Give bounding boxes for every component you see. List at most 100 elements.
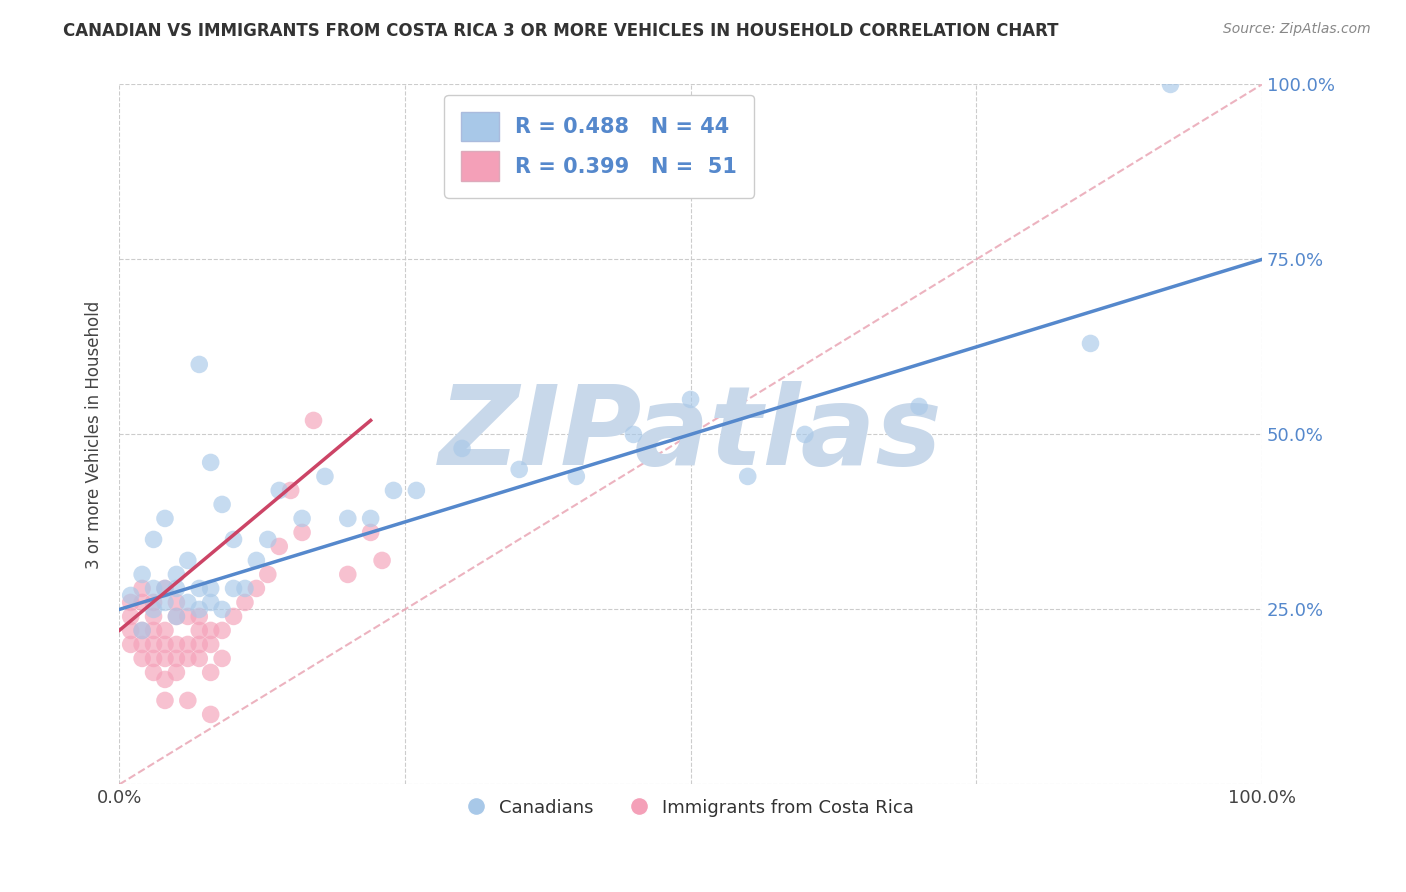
Point [177, 693, 200, 707]
Point [336, 511, 359, 525]
Text: Source: ZipAtlas.com: Source: ZipAtlas.com [1223, 22, 1371, 37]
Point [165, 595, 187, 609]
Y-axis label: 3 or more Vehicles in Household: 3 or more Vehicles in Household [86, 301, 103, 568]
Point [222, 533, 245, 547]
Point [371, 553, 394, 567]
Point [1159, 78, 1181, 92]
Point [142, 533, 165, 547]
Point [188, 358, 211, 372]
Point [200, 582, 222, 596]
Point [153, 673, 176, 687]
Point [336, 567, 359, 582]
Point [177, 609, 200, 624]
Point [188, 582, 211, 596]
Point [131, 651, 153, 665]
Point [131, 567, 153, 582]
Point [142, 582, 165, 596]
Point [142, 602, 165, 616]
Point [222, 582, 245, 596]
Point [451, 442, 474, 456]
Point [131, 595, 153, 609]
Point [233, 595, 256, 609]
Point [188, 609, 211, 624]
Point [153, 624, 176, 638]
Point [302, 413, 325, 427]
Point [165, 609, 187, 624]
Point [256, 567, 278, 582]
Point [200, 637, 222, 651]
Point [256, 533, 278, 547]
Point [360, 511, 382, 525]
Point [222, 609, 245, 624]
Legend: Canadians, Immigrants from Costa Rica: Canadians, Immigrants from Costa Rica [460, 792, 921, 824]
Point [280, 483, 302, 498]
Point [233, 582, 256, 596]
Point [245, 582, 267, 596]
Point [153, 582, 176, 596]
Point [131, 582, 153, 596]
Point [793, 427, 815, 442]
Point [211, 624, 233, 638]
Point [177, 595, 200, 609]
Point [291, 511, 314, 525]
Point [165, 582, 187, 596]
Point [142, 595, 165, 609]
Point [200, 665, 222, 680]
Point [200, 624, 222, 638]
Point [177, 553, 200, 567]
Point [188, 602, 211, 616]
Point [153, 511, 176, 525]
Point [188, 651, 211, 665]
Point [120, 609, 142, 624]
Point [405, 483, 427, 498]
Point [623, 427, 645, 442]
Point [153, 595, 176, 609]
Point [679, 392, 702, 407]
Point [314, 469, 336, 483]
Point [200, 595, 222, 609]
Point [211, 651, 233, 665]
Point [120, 595, 142, 609]
Point [211, 498, 233, 512]
Point [165, 637, 187, 651]
Point [131, 624, 153, 638]
Point [211, 602, 233, 616]
Point [908, 400, 931, 414]
Point [269, 540, 291, 554]
Point [360, 525, 382, 540]
Point [245, 553, 267, 567]
Point [165, 567, 187, 582]
Point [737, 469, 759, 483]
Point [565, 469, 588, 483]
Point [131, 624, 153, 638]
Point [120, 589, 142, 603]
Point [153, 651, 176, 665]
Point [142, 637, 165, 651]
Point [165, 665, 187, 680]
Point [153, 637, 176, 651]
Point [142, 665, 165, 680]
Point [382, 483, 405, 498]
Point [269, 483, 291, 498]
Point [131, 637, 153, 651]
Point [188, 637, 211, 651]
Point [165, 651, 187, 665]
Point [142, 609, 165, 624]
Point [188, 624, 211, 638]
Point [120, 624, 142, 638]
Point [120, 637, 142, 651]
Point [153, 582, 176, 596]
Point [508, 462, 530, 476]
Point [200, 455, 222, 469]
Text: CANADIAN VS IMMIGRANTS FROM COSTA RICA 3 OR MORE VEHICLES IN HOUSEHOLD CORRELATI: CANADIAN VS IMMIGRANTS FROM COSTA RICA 3… [63, 22, 1059, 40]
Point [153, 693, 176, 707]
Point [142, 624, 165, 638]
Point [1080, 336, 1102, 351]
Point [142, 651, 165, 665]
Point [177, 637, 200, 651]
Point [200, 707, 222, 722]
Point [165, 609, 187, 624]
Text: ZIPatlas: ZIPatlas [439, 381, 942, 488]
Point [177, 651, 200, 665]
Point [291, 525, 314, 540]
